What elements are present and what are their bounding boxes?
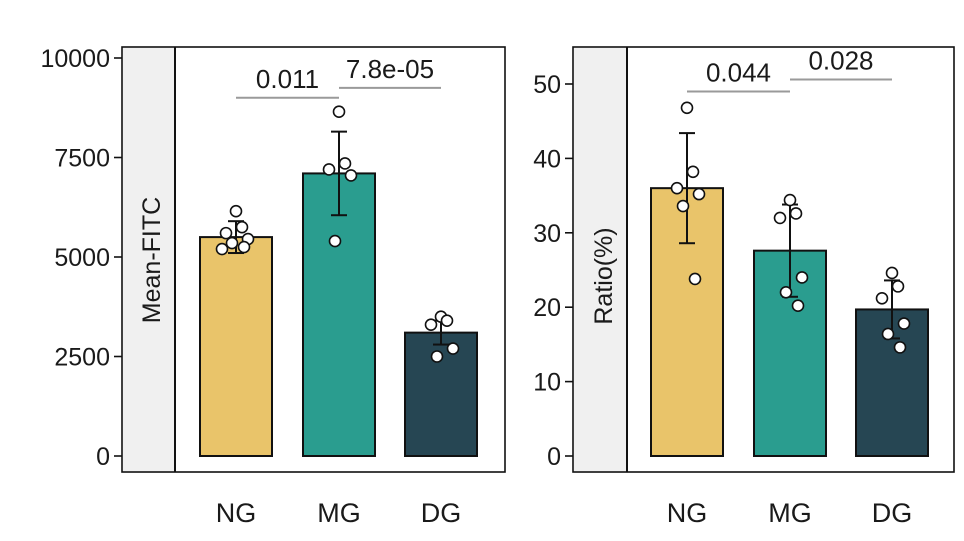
y-axis-label: Ratio(%): [590, 227, 618, 324]
data-point: [795, 271, 809, 284]
x-label-dg: DG: [872, 498, 913, 528]
data-point: [237, 240, 251, 254]
data-point: [225, 236, 239, 250]
x-label-mg: MG: [317, 498, 361, 528]
y-tick-label: 0: [547, 443, 561, 471]
bars: [650, 101, 929, 457]
data-point: [692, 187, 706, 201]
x-axis-labels: NG MG DG: [216, 498, 462, 528]
y-axis-ticks: 0 2500 5000 7500 10000: [40, 45, 122, 471]
x-label-mg: MG: [768, 498, 812, 528]
pvalue-mg-dg: 0.028: [808, 46, 873, 76]
data-point: [215, 242, 229, 256]
ylabel-strip: [123, 48, 174, 471]
pvalue-ng-mg: 0.011: [256, 64, 319, 94]
data-point: [680, 101, 694, 115]
data-point: [332, 105, 346, 119]
y-tick-label: 2500: [54, 344, 110, 372]
data-point: [789, 207, 803, 220]
y-tick-label: 5000: [54, 244, 110, 272]
data-point: [893, 341, 907, 354]
data-point: [676, 199, 690, 213]
x-label-ng: NG: [216, 498, 257, 528]
x-label-dg: DG: [421, 498, 462, 528]
bars: [199, 105, 478, 457]
y-tick-label: 40: [533, 145, 561, 173]
data-point: [688, 272, 702, 286]
data-point: [322, 163, 336, 176]
y-tick-label: 7500: [54, 145, 110, 173]
x-axis-labels: NG MG DG: [667, 498, 913, 528]
data-point: [219, 226, 233, 240]
y-axis-ticks: 0 10 20 30 40 50: [533, 71, 573, 471]
data-point: [773, 211, 787, 225]
y-tick-label: 30: [533, 220, 561, 248]
data-point: [440, 314, 454, 327]
data-point: [446, 342, 460, 355]
data-point: [235, 220, 249, 234]
bar-dg: [404, 331, 478, 457]
panel-ratio: Ratio(%) 0 10 20 30 40 50 NG MG DG 0.044 0.02…: [533, 46, 955, 528]
significance-brackets: 0.011 7.8e-05: [236, 54, 441, 99]
panel-mean-fitc: Mean-FITC 0 2500 5000 7500 10000 NG MG DG 0.…: [40, 45, 506, 528]
data-point: [891, 280, 905, 293]
pvalue-ng-mg: 0.044: [706, 57, 771, 87]
data-point: [791, 299, 805, 313]
data-point: [424, 318, 438, 331]
y-tick-label: 20: [533, 294, 561, 322]
data-point: [885, 266, 899, 280]
y-tick-label: 50: [533, 71, 561, 99]
pvalue-mg-dg: 7.8e-05: [346, 54, 434, 84]
y-tick-label: 0: [96, 443, 110, 471]
x-label-ng: NG: [667, 498, 708, 528]
y-tick-label: 10: [533, 369, 561, 397]
data-point: [338, 157, 352, 170]
y-axis-label: Mean-FITC: [138, 197, 166, 323]
data-point: [897, 317, 911, 330]
data-point: [779, 286, 793, 299]
data-point: [229, 204, 243, 218]
bar-mg: [302, 172, 376, 457]
data-point: [344, 169, 358, 182]
ylabel-strip: [574, 48, 626, 471]
data-point: [686, 165, 700, 179]
data-point: [430, 350, 444, 363]
data-point: [670, 181, 684, 195]
bar-ng: [199, 236, 273, 457]
data-point: [881, 327, 895, 341]
y-tick-label: 10000: [40, 45, 110, 73]
data-point: [783, 193, 797, 207]
significance-brackets: 0.044 0.028: [687, 46, 892, 93]
data-point: [875, 291, 889, 305]
data-point: [328, 234, 342, 248]
